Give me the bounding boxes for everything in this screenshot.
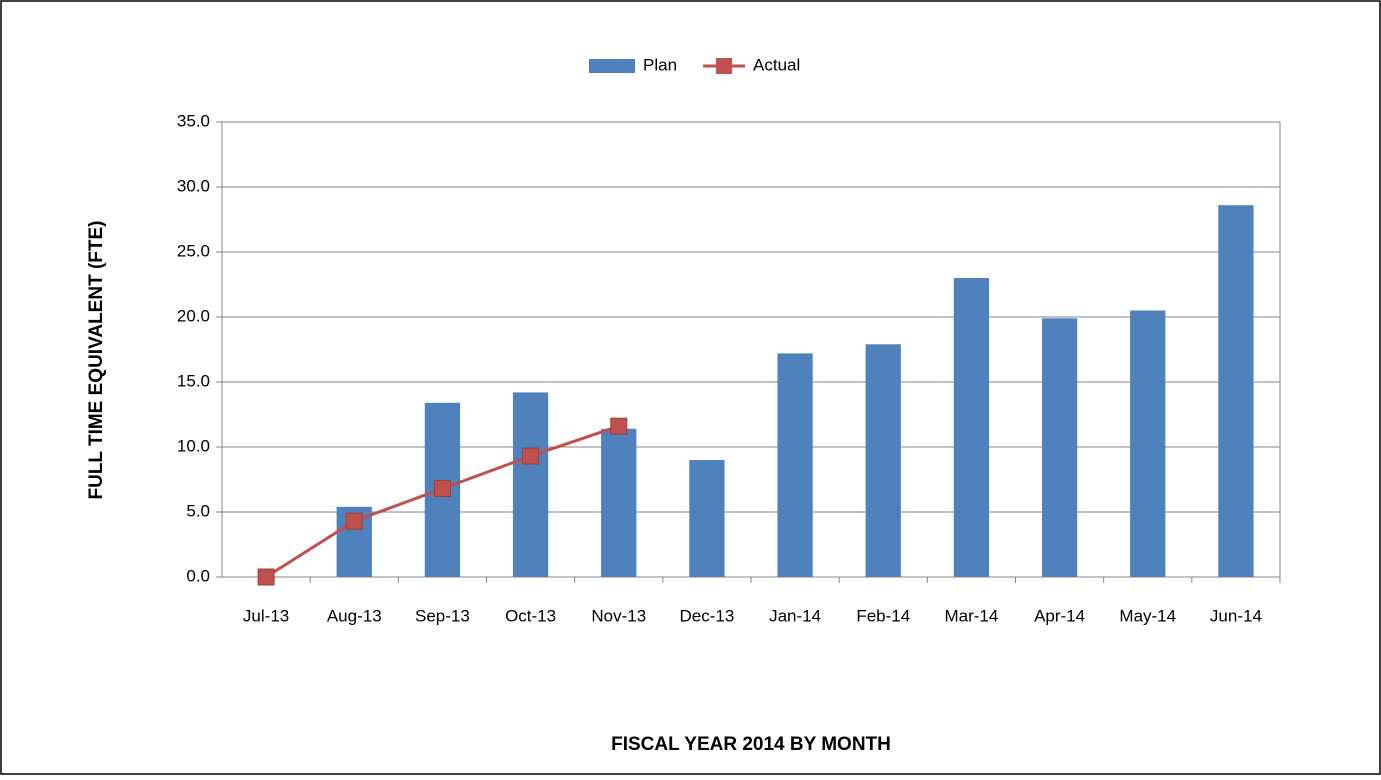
y-tick-label: 20.0 bbox=[177, 306, 210, 325]
x-tick-label: Apr-14 bbox=[1034, 606, 1085, 625]
marker bbox=[433, 480, 451, 498]
x-tick-label: Jul-13 bbox=[243, 606, 289, 625]
x-tick-label: Feb-14 bbox=[856, 606, 910, 625]
y-tick-label: 25.0 bbox=[177, 241, 210, 260]
legend-label: Actual bbox=[753, 55, 800, 74]
x-tick-label: Nov-13 bbox=[591, 606, 646, 625]
bar bbox=[777, 353, 813, 577]
x-tick-label: Sep-13 bbox=[415, 606, 470, 625]
bar bbox=[865, 344, 901, 577]
bar bbox=[1041, 318, 1078, 577]
marker bbox=[522, 447, 540, 465]
bar bbox=[512, 392, 549, 577]
y-tick-label: 35.0 bbox=[177, 111, 210, 130]
legend-marker bbox=[716, 58, 733, 74]
legend-swatch bbox=[589, 59, 635, 73]
x-tick-label: May-14 bbox=[1119, 606, 1176, 625]
bar bbox=[689, 460, 725, 577]
y-tick-label: 0.0 bbox=[186, 566, 210, 585]
x-tick-label: Jan-14 bbox=[769, 606, 821, 625]
x-tick-label: Jun-14 bbox=[1210, 606, 1262, 625]
marker bbox=[257, 568, 275, 586]
x-tick-label: Mar-14 bbox=[944, 606, 998, 625]
marker bbox=[345, 512, 363, 530]
x-axis-title: FISCAL YEAR 2014 BY MONTH bbox=[611, 734, 891, 755]
y-tick-label: 10.0 bbox=[177, 436, 210, 455]
bar bbox=[1130, 310, 1166, 577]
marker bbox=[610, 417, 628, 435]
bar bbox=[601, 428, 637, 577]
x-tick-label: Oct-13 bbox=[505, 606, 556, 625]
x-tick-label: Aug-13 bbox=[327, 606, 382, 625]
legend-label: Plan bbox=[643, 55, 677, 74]
y-tick-label: 30.0 bbox=[177, 176, 210, 195]
bar bbox=[1218, 205, 1254, 577]
x-tick-label: Dec-13 bbox=[680, 606, 735, 625]
y-axis-title: FULL TIME EQUIVALENT (FTE) bbox=[86, 221, 107, 500]
y-tick-label: 15.0 bbox=[177, 371, 210, 390]
bar bbox=[953, 278, 990, 577]
y-tick-label: 5.0 bbox=[186, 501, 210, 520]
